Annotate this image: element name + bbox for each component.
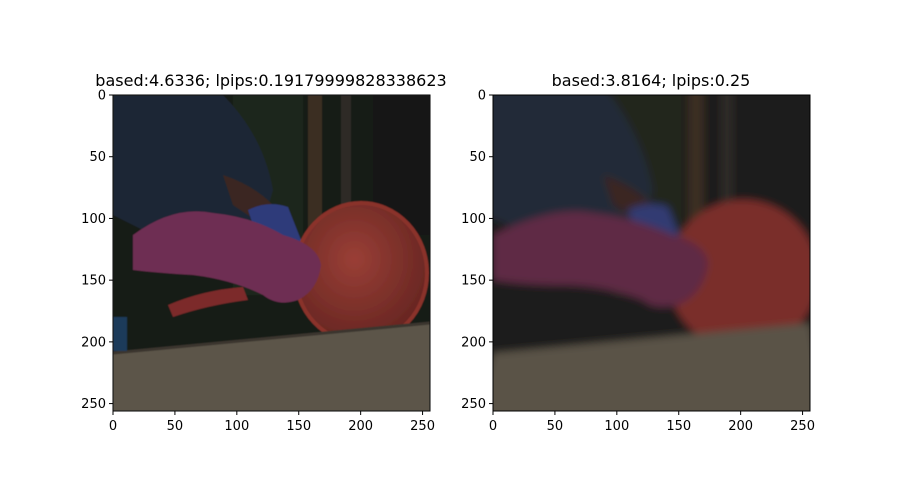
y-tick-label: 100 xyxy=(81,212,106,227)
x-tick-label: 150 xyxy=(286,419,311,434)
image-right xyxy=(493,95,810,411)
y-tick-label: 150 xyxy=(81,274,106,289)
x-tick-label: 100 xyxy=(604,419,629,434)
y-tick-label: 50 xyxy=(469,150,486,165)
x-tick-label: 0 xyxy=(109,419,117,434)
y-tick-label: 250 xyxy=(81,397,106,412)
y-ticks-left: 0 50 100 150 200 250 xyxy=(81,89,113,412)
x-ticks-left: 0 50 100 150 200 250 xyxy=(109,411,435,434)
y-tick-label: 0 xyxy=(478,89,486,104)
subplot-left: based:4.6336; lpips:0.19179999828338623 xyxy=(81,71,447,434)
y-tick-label: 100 xyxy=(461,212,486,227)
image-left xyxy=(113,95,430,411)
x-tick-label: 0 xyxy=(489,419,497,434)
subplot-right: based:3.8164; lpips:0.25 0 50 100 150 200 250… xyxy=(461,71,815,434)
x-tick-label: 250 xyxy=(790,419,815,434)
x-tick-label: 150 xyxy=(666,419,691,434)
y-tick-label: 150 xyxy=(461,274,486,289)
y-tick-label: 0 xyxy=(98,89,106,104)
x-tick-label: 100 xyxy=(224,419,249,434)
y-tick-label: 200 xyxy=(461,335,486,350)
x-tick-label: 250 xyxy=(410,419,435,434)
x-tick-label: 200 xyxy=(728,419,753,434)
x-tick-label: 50 xyxy=(167,419,184,434)
y-ticks-right: 0 50 100 150 200 250 xyxy=(461,89,493,412)
y-tick-label: 200 xyxy=(81,335,106,350)
y-tick-label: 50 xyxy=(89,150,106,165)
x-tick-label: 50 xyxy=(547,419,564,434)
axes-frame-left xyxy=(112,94,431,412)
subplot-title-right: based:3.8164; lpips:0.25 xyxy=(552,71,751,90)
x-ticks-right: 0 50 100 150 200 250 xyxy=(489,411,815,434)
axes-frame-right xyxy=(492,94,811,412)
x-tick-label: 200 xyxy=(348,419,373,434)
y-tick-label: 250 xyxy=(461,397,486,412)
subplot-title-left: based:4.6336; lpips:0.19179999828338623 xyxy=(95,71,446,90)
